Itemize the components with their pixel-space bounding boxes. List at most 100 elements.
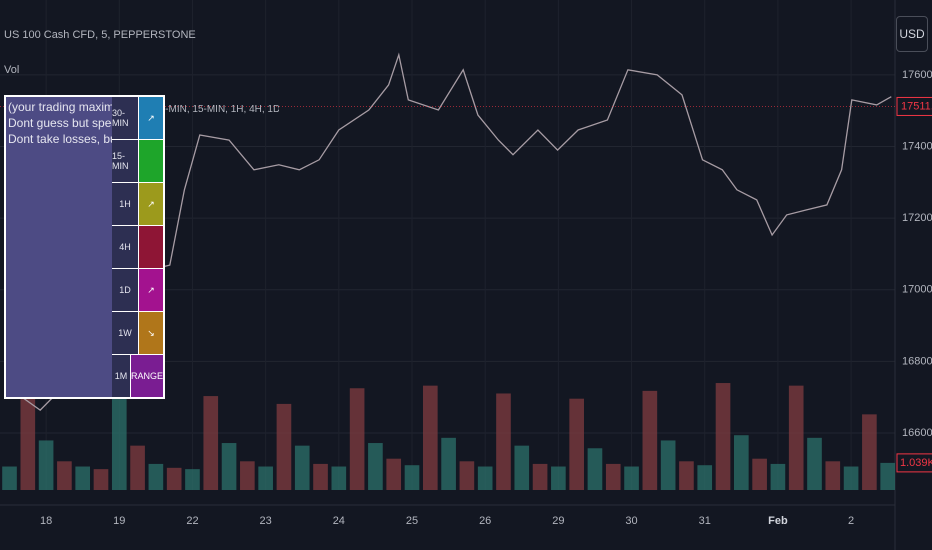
y-tick-label: 17000.0 (902, 284, 932, 296)
volume-bar (660, 440, 676, 490)
timeframe-label: 15-MIN (112, 140, 139, 182)
timeframe-row: 4H (112, 225, 163, 268)
volume-bar (569, 398, 584, 490)
volume-tag (896, 453, 932, 473)
volume-bar (715, 383, 731, 490)
symbol-title: US 100 Cash CFD, 5, PEPPERSTONE (4, 29, 196, 41)
volume-bar (734, 435, 749, 490)
x-tick-label: 24 (333, 515, 345, 527)
volume-bar (788, 385, 804, 490)
x-tick-label: 22 (186, 515, 198, 527)
x-tick-label: 30 (625, 515, 637, 527)
timeframe-grid: 30-MIN ↗ 15-MIN 1H ↗ 4H 1D ↗ 1W ↘ 1M RANGE (112, 97, 163, 397)
volume-bar (642, 390, 658, 490)
volume-bar (404, 465, 420, 490)
last-price-label: 17511.8 (901, 100, 932, 112)
x-tick-label: 23 (260, 515, 272, 527)
volume-bar (185, 469, 200, 490)
volume-bar (459, 461, 475, 490)
timeframe-label: 1D (112, 269, 139, 311)
volume-bar (441, 437, 456, 490)
volume-bar (75, 466, 91, 490)
timeframe-label: 1M (112, 355, 131, 397)
volume-bar (93, 469, 109, 490)
volume-bar (587, 448, 603, 490)
mtf-panel: (your trading maxim :) - Examp Dont guess… (4, 95, 165, 399)
volume-bar (20, 390, 36, 490)
timeframe-row: 30-MIN ↗ (112, 97, 163, 139)
signal-cell (139, 140, 163, 182)
timeframe-row: 15-MIN (112, 139, 163, 182)
volume-bar (130, 445, 145, 490)
volume-bar (862, 414, 877, 490)
volume-bar (624, 466, 639, 490)
volume-bar (166, 467, 182, 490)
volume-bar (843, 466, 859, 490)
signal-cell: ↗ (139, 269, 163, 311)
maxim-line: Dont guess but speculate (8, 116, 112, 130)
volume-bar (111, 393, 127, 490)
timeframe-label: 1W (112, 312, 139, 354)
volume-bar (752, 458, 767, 490)
x-tick-label: 19 (113, 515, 125, 527)
signal-cell: ↗ (139, 97, 163, 139)
volume-bar (532, 463, 548, 490)
y-tick-label: 16600.0 (902, 427, 932, 439)
volume-bar (240, 461, 255, 490)
maxim-line: Dont take losses, but lessons (8, 132, 112, 146)
signal-cell: ↘ (139, 312, 163, 354)
volume-bar (294, 445, 310, 490)
maxim-line: (your trading maxim :) - Examp (8, 100, 112, 114)
maxims: (your trading maxim :) - Examp Dont guess… (6, 97, 112, 397)
timeframe-label: 1H (112, 183, 139, 225)
x-tick-label: 26 (479, 515, 491, 527)
price-line (4, 52, 892, 411)
volume-bar (276, 403, 292, 490)
currency-button[interactable]: USD (896, 16, 928, 52)
volume-bar (368, 443, 383, 490)
y-tick-label: 17600.0 (902, 69, 932, 81)
x-tick-label: 29 (552, 515, 564, 527)
volume-bar (770, 463, 786, 490)
volume-bar (825, 461, 841, 490)
x-tick-label: 31 (699, 515, 711, 527)
volume-bar (2, 466, 17, 490)
volume-bar (57, 461, 72, 490)
volume-bar (203, 396, 219, 490)
volume-bar (331, 466, 347, 490)
volume-bar (477, 466, 493, 490)
volume-bar (880, 462, 895, 490)
volume-bar (679, 461, 694, 490)
volume-bar (313, 463, 328, 490)
signal-cell: RANGE (130, 355, 163, 397)
x-tick-label: 18 (40, 515, 52, 527)
volume-bar (514, 445, 530, 490)
timeframe-row: 1M RANGE (112, 354, 163, 397)
volume-label: 1.039K (900, 457, 932, 469)
signal-cell (139, 226, 163, 268)
indicator-label: Vol (4, 64, 20, 76)
y-tick-label: 17200.0 (902, 212, 932, 224)
volume-bar (605, 463, 621, 490)
timeframe-label: 30-MIN (112, 97, 139, 139)
volume-bar (697, 465, 713, 490)
last-price-tag (896, 96, 932, 116)
volume-bar (38, 440, 54, 490)
timeframe-label: 4H (112, 226, 139, 268)
volume-bar (496, 393, 511, 490)
volume-bar (148, 463, 164, 490)
volume-bar (221, 443, 237, 490)
volume-bar (807, 437, 822, 490)
volume-bar (422, 385, 438, 490)
volume-bar (551, 466, 566, 490)
timeframe-row: 1H ↗ (112, 182, 163, 225)
x-tick-label: 2 (848, 515, 854, 527)
volume-bar (386, 458, 402, 490)
x-tick-label: Feb (768, 515, 788, 527)
y-tick-label: 16800.0 (902, 355, 932, 367)
x-tick-label: 25 (406, 515, 418, 527)
volume-bar (258, 466, 273, 490)
timeframe-row: 1D ↗ (112, 268, 163, 311)
